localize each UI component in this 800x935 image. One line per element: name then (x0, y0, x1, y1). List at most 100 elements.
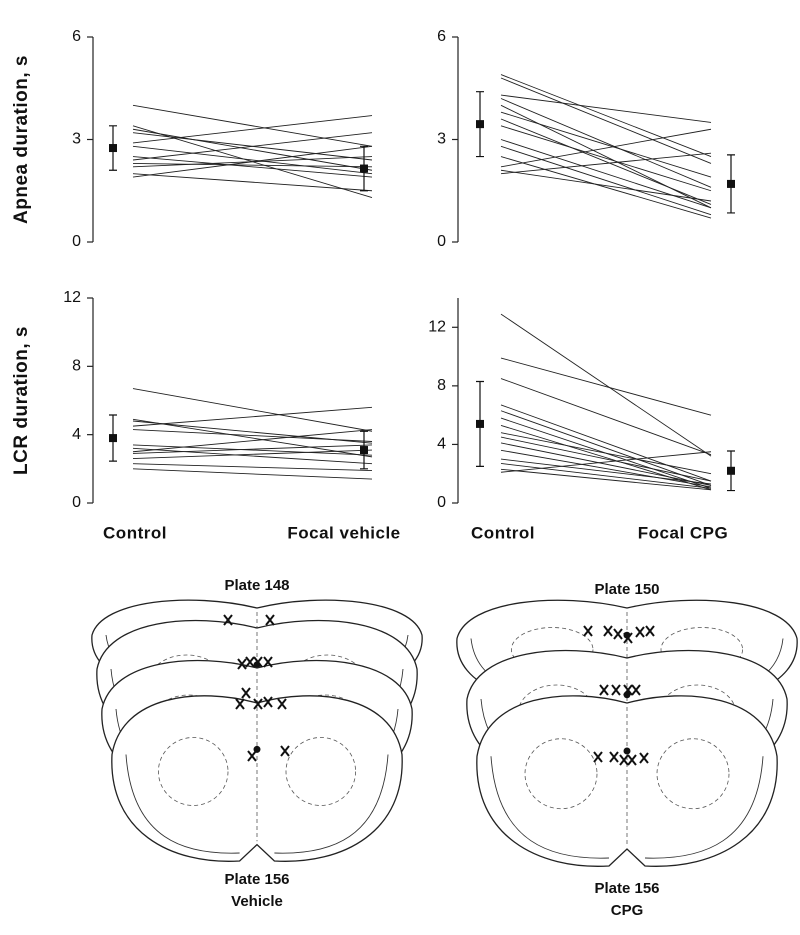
plate-label: Plate 150 (594, 581, 659, 598)
mean-marker (727, 466, 735, 475)
subject-line (132, 449, 373, 460)
y-tick-label: 8 (437, 377, 446, 394)
canal (623, 747, 631, 755)
subject-line (500, 94, 712, 123)
site-mark (245, 656, 255, 668)
subject-line (500, 139, 712, 209)
site-mark (627, 754, 637, 766)
y-tick-label: 4 (437, 436, 446, 453)
subject-line (500, 378, 712, 456)
slice-inner (644, 756, 764, 859)
slice-dashed (285, 737, 356, 806)
plate-label: Plate 148 (224, 577, 289, 594)
subject-line (132, 406, 373, 427)
site-mark (265, 614, 275, 626)
y-tick-label: 6 (72, 28, 81, 45)
subject-line (500, 449, 712, 488)
mean-marker (109, 144, 117, 153)
subject-line (500, 74, 712, 158)
subject-line (500, 468, 712, 491)
subject-line (132, 132, 373, 161)
slice-outline (476, 695, 778, 867)
brain-slice (476, 695, 778, 867)
subject-line (500, 313, 712, 457)
group-label: CPG (611, 902, 644, 919)
plate-label: Plate 156 (594, 880, 659, 897)
slice-inner (490, 756, 610, 859)
subject-line (132, 429, 373, 442)
mean-marker (360, 164, 368, 173)
site-mark (631, 684, 641, 696)
subject-line (132, 173, 373, 192)
site-mark (583, 625, 593, 637)
site-mark (235, 698, 245, 710)
site-mark (237, 658, 247, 670)
subject-line (132, 145, 373, 175)
site-mark (263, 656, 273, 668)
y-axis-label: LCR duration, s (11, 326, 32, 475)
subject-line (500, 451, 712, 473)
site-mark (263, 696, 273, 708)
y-tick-label: 4 (72, 426, 81, 443)
mean-marker (109, 434, 117, 443)
slice-inner (274, 754, 389, 854)
site-mark (280, 745, 290, 757)
subject-line (132, 447, 373, 465)
subject-line (500, 145, 712, 216)
x-tick-label: Control (471, 523, 535, 542)
subject-line (500, 432, 712, 475)
subject-line (132, 156, 373, 178)
group-label: Vehicle (231, 893, 283, 910)
subject-line (132, 145, 373, 178)
mean-marker (476, 120, 484, 129)
subject-line (500, 98, 712, 188)
subject-line (500, 118, 712, 205)
site-mark (639, 752, 649, 764)
mean-marker (360, 446, 368, 455)
subject-line (500, 111, 712, 178)
x-tick-label: Focal vehicle (287, 523, 400, 542)
y-tick-label: 0 (437, 233, 446, 250)
y-tick-label: 12 (428, 319, 446, 336)
subject-line (132, 468, 373, 480)
subject-line (132, 444, 373, 454)
site-mark (623, 632, 633, 644)
subject-line (132, 115, 373, 144)
site-mark (603, 625, 613, 637)
site-mark (645, 625, 655, 637)
subject-line (500, 169, 712, 202)
y-tick-label: 3 (72, 131, 81, 148)
subject-line (132, 418, 373, 458)
slice-dashed (524, 738, 598, 810)
site-mark (613, 628, 623, 640)
subject-line (132, 444, 373, 456)
site-mark (223, 614, 233, 626)
y-tick-label: 6 (437, 28, 446, 45)
subject-line (132, 388, 373, 432)
subject-line (500, 436, 712, 482)
mean-marker (727, 179, 735, 188)
subject-line (500, 104, 712, 209)
y-tick-label: 0 (72, 494, 81, 511)
subject-line (500, 458, 712, 485)
subject-line (500, 156, 712, 219)
site-mark (623, 684, 633, 696)
site-mark (247, 750, 257, 762)
subject-line (500, 128, 712, 168)
subject-line (500, 77, 712, 164)
subject-line (500, 463, 712, 489)
subject-line (500, 404, 712, 482)
subject-line (500, 410, 712, 486)
site-mark (277, 698, 287, 710)
subject-line (132, 104, 373, 147)
y-tick-label: 0 (72, 233, 81, 250)
subject-line (500, 424, 712, 491)
subject-line (132, 463, 373, 471)
site-mark (611, 684, 621, 696)
x-tick-label: Focal CPG (638, 523, 728, 542)
y-tick-label: 12 (63, 289, 81, 306)
site-mark (253, 656, 263, 668)
brain-slice (111, 695, 403, 862)
slice-inner (125, 754, 240, 854)
